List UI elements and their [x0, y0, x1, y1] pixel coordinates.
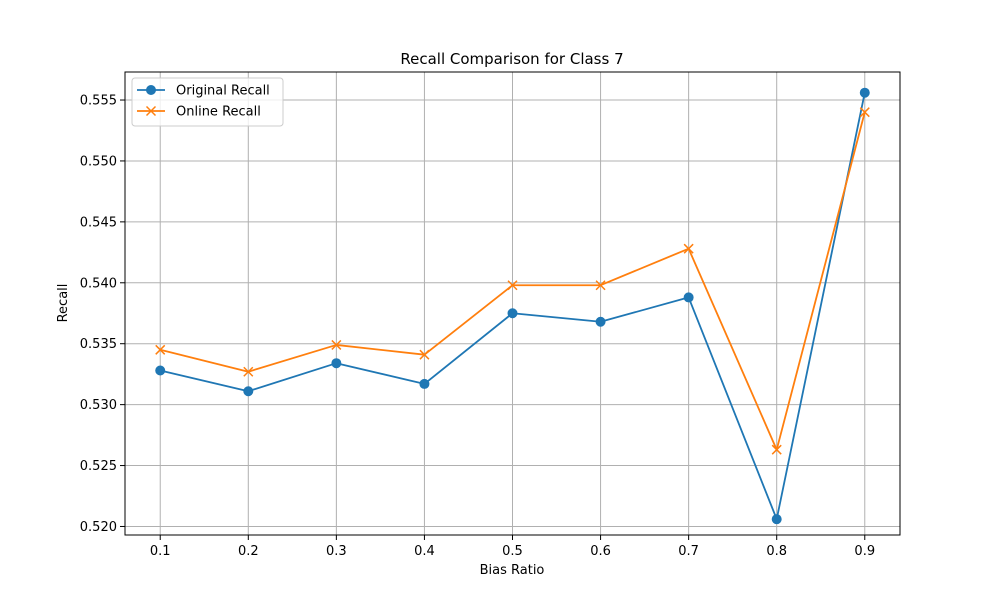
legend-marker — [146, 85, 156, 95]
series-online-recall — [155, 107, 870, 455]
data-point — [595, 316, 606, 327]
data-point — [771, 514, 782, 525]
x-tick-label: 0.9 — [854, 544, 875, 559]
x-tick-label: 0.2 — [238, 544, 259, 559]
x-tick-label: 0.4 — [414, 544, 435, 559]
data-point — [419, 378, 430, 389]
data-point — [683, 243, 694, 254]
x-axis-ticks: 0.1 0.2 0.3 0.4 0.5 0.6 0.7 0.8 0.9 — [150, 535, 875, 559]
y-tick-label: 0.530 — [80, 398, 117, 413]
y-tick-label: 0.545 — [80, 215, 117, 230]
legend-item: Original Recall — [137, 84, 270, 99]
data-point — [155, 365, 166, 376]
legend-label: Online Recall — [176, 105, 261, 120]
y-tick-label: 0.540 — [80, 276, 117, 291]
data-point — [243, 386, 254, 397]
x-tick-label: 0.1 — [150, 544, 171, 559]
x-tick-label: 0.6 — [590, 544, 611, 559]
x-axis-label: Bias Ratio — [480, 563, 545, 578]
legend-marker — [145, 105, 157, 117]
series-layer — [155, 87, 870, 525]
data-point — [683, 292, 694, 303]
y-axis-ticks: 0.520 0.525 0.530 0.535 0.540 0.545 0.550 0.555 — [80, 94, 125, 535]
legend: Original Recall Online Recall — [131, 77, 284, 127]
x-tick-label: 0.7 — [678, 544, 699, 559]
data-point — [155, 344, 166, 355]
data-point — [859, 87, 870, 98]
data-point — [595, 280, 606, 291]
grid-lines — [125, 72, 900, 535]
data-point — [243, 366, 254, 377]
data-point — [331, 358, 342, 369]
legend-label: Original Recall — [176, 84, 270, 99]
y-tick-label: 0.555 — [80, 94, 117, 109]
x-tick-label: 0.5 — [502, 544, 523, 559]
data-point — [771, 444, 782, 455]
data-point — [419, 349, 430, 360]
chart-title: Recall Comparison for Class 7 — [400, 50, 623, 68]
data-point — [331, 339, 342, 350]
y-tick-label: 0.525 — [80, 459, 117, 474]
series-original-recall — [155, 87, 870, 525]
y-tick-label: 0.550 — [80, 154, 117, 169]
data-point — [507, 308, 518, 319]
x-tick-label: 0.8 — [766, 544, 787, 559]
y-axis-label: Recall — [56, 284, 71, 323]
legend-item: Online Recall — [137, 105, 261, 120]
data-point — [859, 107, 870, 118]
y-tick-label: 0.535 — [80, 337, 117, 352]
x-tick-label: 0.3 — [326, 544, 347, 559]
legend-box — [131, 77, 284, 127]
data-point — [507, 280, 518, 291]
y-tick-label: 0.520 — [80, 520, 117, 535]
